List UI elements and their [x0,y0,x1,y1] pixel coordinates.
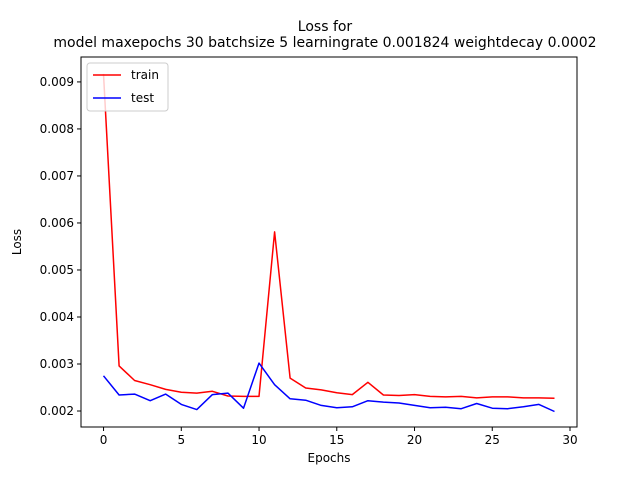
y-tick-label: 0.009 [40,75,74,89]
series-line-test [102,362,555,413]
x-tick-label: 25 [485,433,500,447]
x-tick-label: 15 [329,433,344,447]
x-axis-label: Epochs [308,451,351,465]
plot-frame [80,56,578,428]
y-tick-label: 0.003 [40,357,74,371]
y-axis-label: Loss [10,229,24,255]
legend-label-test: test [131,91,154,105]
x-tick-label: 0 [100,433,108,447]
series-lines [102,73,555,413]
y-tick-label: 0.006 [40,216,74,230]
chart-title-line-1: Loss for [298,19,353,35]
x-tick-label: 30 [562,433,577,447]
x-tick-label: 10 [251,433,266,447]
y-axis-ticks: 0.002 0.003 0.004 0.005 0.006 0.007 0.008 0.009 [40,75,81,418]
x-tick-label: 20 [407,433,422,447]
y-tick-label: 0.002 [40,404,74,418]
y-tick-label: 0.008 [40,122,74,136]
y-tick-label: 0.004 [40,310,74,324]
chart-title-line-2: model maxepochs 30 batchsize 5 learningr… [53,35,596,51]
series-line-train [102,73,555,400]
y-tick-label: 0.005 [40,263,74,277]
legend: train test [86,62,169,112]
legend-label-train: train [131,68,159,82]
x-tick-label: 5 [177,433,185,447]
y-tick-label: 0.007 [40,169,74,183]
x-axis-ticks: 0 5 10 15 20 25 30 [100,427,578,447]
